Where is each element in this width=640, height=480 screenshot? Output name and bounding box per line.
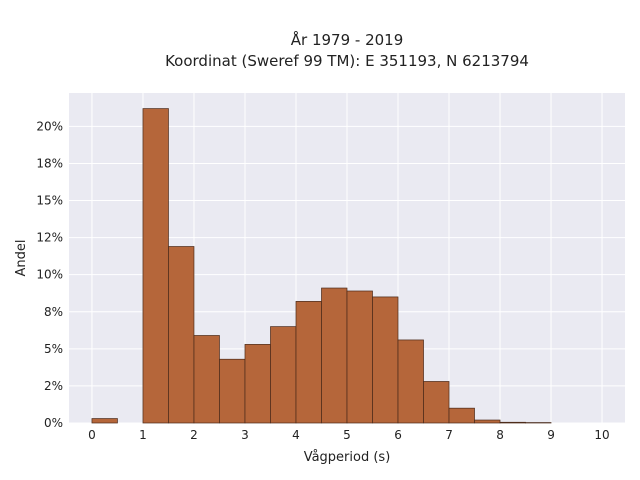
x-tick-label: 3 <box>241 428 249 442</box>
histogram-bar <box>474 419 501 424</box>
histogram-bar <box>91 418 118 424</box>
histogram-bar <box>346 290 373 424</box>
histogram-bar <box>423 381 450 424</box>
chart-title: År 1979 - 2019 <box>291 30 404 49</box>
x-axis-ticks: 0 1 2 3 4 5 6 7 8 9 10 <box>88 428 610 442</box>
y-tick-label: 8% <box>44 305 63 319</box>
y-tick-label: 15% <box>36 194 63 208</box>
x-tick-label: 10 <box>594 428 609 442</box>
histogram-bar <box>193 335 220 424</box>
histogram-bar <box>448 407 475 424</box>
histogram-bar <box>168 246 195 424</box>
chart-subtitle: Koordinat (Sweref 99 TM): E 351193, N 62… <box>165 52 529 70</box>
x-tick-label: 1 <box>139 428 147 442</box>
histogram-bar <box>295 301 322 424</box>
x-tick-label: 5 <box>343 428 351 442</box>
x-tick-label: 6 <box>394 428 402 442</box>
x-tick-label: 4 <box>292 428 300 442</box>
histogram-bar <box>397 339 424 424</box>
y-tick-label: 5% <box>44 342 63 356</box>
x-axis-label: Vågperiod (s) <box>304 450 391 465</box>
histogram-bar <box>244 344 271 424</box>
x-tick-label: 9 <box>547 428 555 442</box>
y-axis-label: Andel <box>14 240 29 277</box>
histogram-bars <box>91 108 552 424</box>
x-tick-label: 7 <box>445 428 453 442</box>
y-tick-label: 12% <box>36 231 63 245</box>
histogram-bar <box>372 296 399 424</box>
histogram-bar <box>321 287 348 424</box>
histogram-bar <box>142 108 169 424</box>
y-tick-label: 18% <box>36 156 63 170</box>
y-tick-label: 10% <box>36 268 63 282</box>
x-tick-label: 2 <box>190 428 198 442</box>
y-axis-ticks: 0% 2% 5% 8% 10% 12% 15% 18% 20% <box>36 119 63 430</box>
histogram-bar <box>219 358 246 424</box>
x-tick-label: 0 <box>88 428 96 442</box>
y-tick-label: 20% <box>36 119 63 133</box>
histogram-bar <box>270 326 297 424</box>
y-tick-label: 0% <box>44 416 63 430</box>
x-tick-label: 8 <box>496 428 504 442</box>
histogram-bar <box>499 421 526 424</box>
y-tick-label: 2% <box>44 379 63 393</box>
